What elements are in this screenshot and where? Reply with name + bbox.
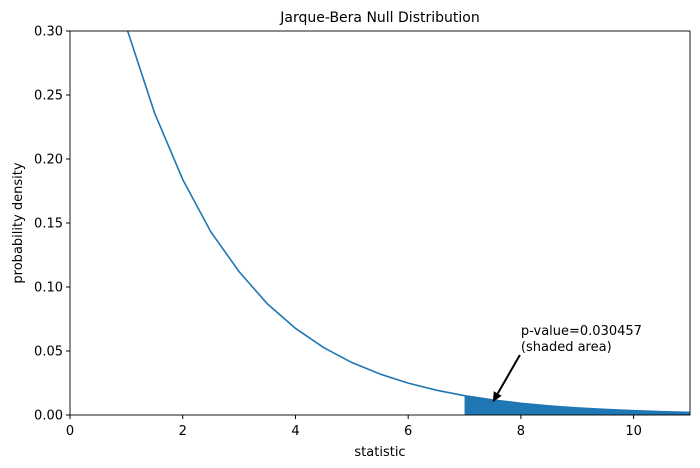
x-axis-label: statistic: [354, 445, 405, 460]
x-tick-label: 8: [517, 424, 525, 439]
annotation-text: p-value=0.030457: [521, 324, 642, 339]
chart-title: Jarque-Bera Null Distribution: [279, 10, 479, 26]
x-tick-label: 0: [66, 424, 74, 439]
plot-frame: [69, 30, 691, 416]
y-tick-label: 0.05: [34, 345, 63, 360]
y-tick-label: 0.15: [34, 217, 63, 232]
annotation-arrow: [496, 354, 521, 395]
annotation-text: (shaded area): [521, 340, 612, 355]
y-axis-label: probability density: [11, 162, 26, 283]
x-tick-label: 4: [291, 424, 299, 439]
shaded-area: [464, 395, 690, 415]
y-tick-label: 0.30: [34, 25, 63, 40]
y-tick-label: 0.10: [34, 281, 63, 296]
x-tick-label: 10: [625, 424, 642, 439]
y-tick-label: 0.25: [34, 89, 63, 104]
y-tick-label: 0.20: [34, 153, 63, 168]
density-line: [126, 31, 690, 414]
x-tick-label: 2: [179, 424, 187, 439]
x-tick-label: 6: [404, 424, 412, 439]
y-tick-label: 0.00: [34, 409, 63, 424]
annotation-arrowhead: [492, 391, 502, 403]
